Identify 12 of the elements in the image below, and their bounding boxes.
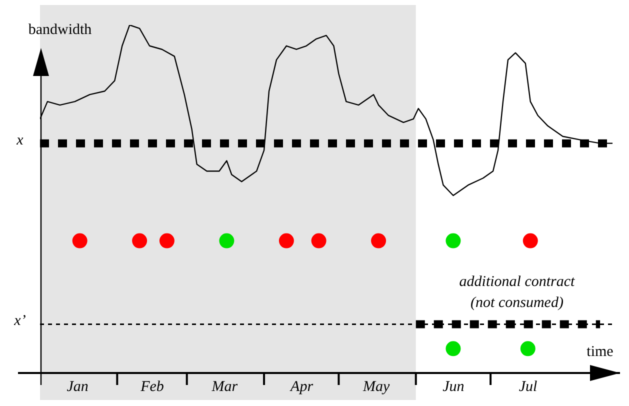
x-tick-label: Mar — [210, 378, 238, 395]
y-axis-title: bandwidth — [28, 22, 92, 38]
x-tick-label: Jul — [518, 378, 538, 395]
x-tick-label: Jan — [66, 378, 88, 395]
x-axis-title: time — [586, 344, 614, 360]
ref-line-label: x’ — [13, 313, 26, 330]
x-tick-label: Feb — [140, 378, 164, 395]
x-tick-label: May — [362, 378, 390, 395]
ref-line-label: x — [16, 132, 24, 148]
x-tick-label: Jun — [442, 378, 464, 395]
annotation: additional contract (not consumed) — [459, 274, 576, 311]
x-tick-label: Apr — [290, 378, 314, 395]
